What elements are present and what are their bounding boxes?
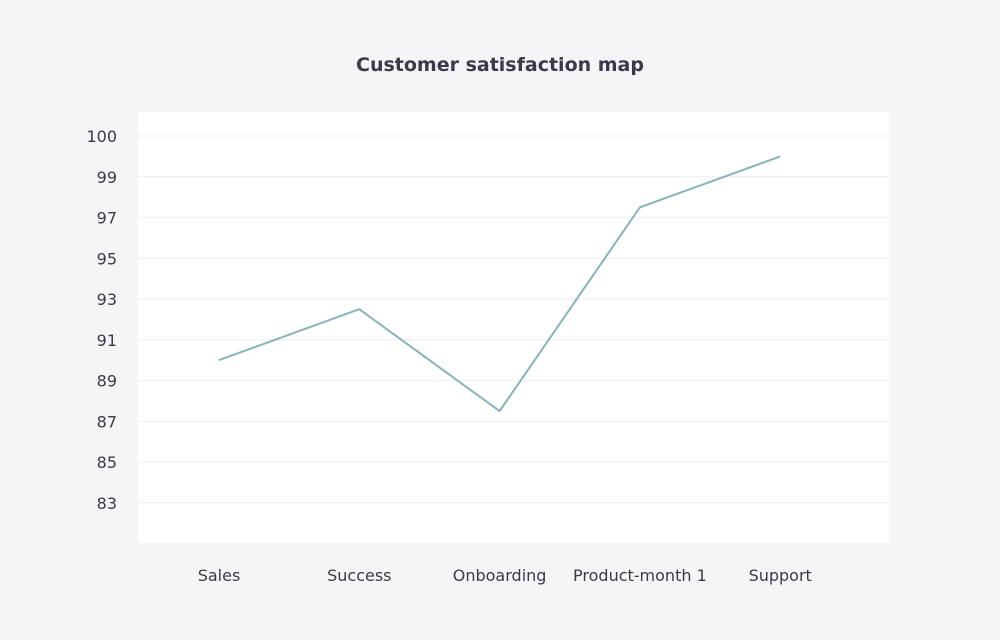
plot-area [138,112,889,543]
y-tick-label: 83 [97,494,117,513]
y-tick-label: 91 [97,331,117,350]
x-tick-label: Onboarding [453,566,547,585]
y-tick-label: 87 [97,412,117,431]
chart-title: Customer satisfaction map [356,54,644,76]
series-layer [218,155,781,413]
x-axis: Sales Success Onboarding Product-month 1 Sup… [198,566,812,585]
y-tick-label: 85 [97,453,117,472]
y-tick-label: 93 [97,290,117,309]
x-tick-label: Success [327,566,391,585]
y-tick-label: 97 [97,209,117,228]
y-tick-label: 99 [97,168,117,187]
y-tick-label: 100 [86,127,117,146]
x-tick-label: Sales [198,566,241,585]
y-tick-label: 89 [97,372,117,391]
y-tick-label: 95 [97,249,117,268]
y-axis: 100 99 97 95 93 91 89 87 85 83 [86,127,117,513]
gridlines [138,135,889,504]
series-line [218,155,781,413]
x-tick-label: Product-month 1 [573,566,707,585]
x-tick-label: Support [749,566,812,585]
